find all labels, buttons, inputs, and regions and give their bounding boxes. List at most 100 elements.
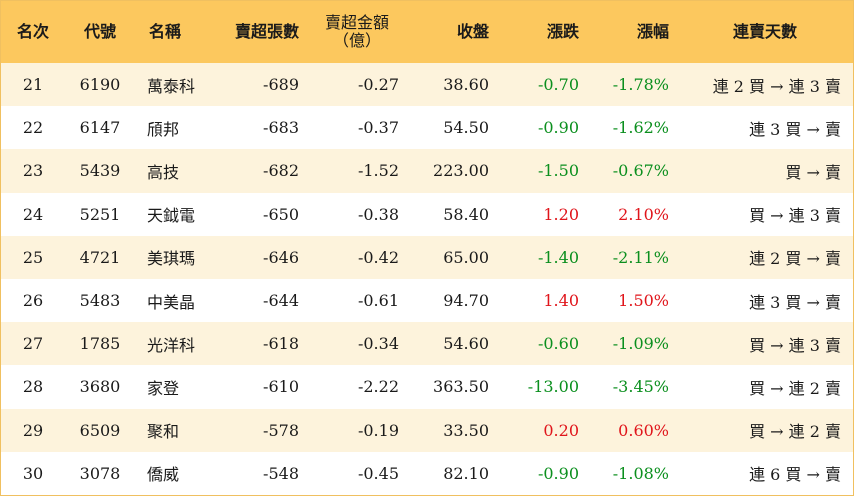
cell-close: 94.70 [443,291,489,311]
cell-streak: 連 3 買 → 賣 [749,119,841,139]
cell-sell-amount: -0.27 [357,75,399,95]
cell-streak: 買 → 連 3 賣 [749,206,841,226]
cell-sell-amount: -0.37 [357,118,399,138]
cell-code: 6147 [79,118,121,138]
cell-streak: 連 6 買 → 賣 [749,465,841,485]
cell-rank: 23 [22,161,44,181]
cell-sell-lots: -548 [263,463,299,483]
cell-sell-lots: -644 [263,291,299,311]
cell-change-pct: -1.62% [612,118,669,138]
cell-code: 5251 [79,204,121,224]
header-sell-lots: 賣超張數 [234,22,299,41]
cell-name: 美琪瑪 [147,249,196,269]
cell-close: 38.60 [443,75,489,95]
header-code: 代號 [83,22,116,41]
cell-code: 3680 [79,377,121,397]
table-row: 25 4721 美琪瑪 -646 -0.42 65.00 -1.40 -2.11… [1,235,853,279]
cell-sell-amount: -1.52 [357,161,399,181]
cell-sell-lots: -646 [263,247,299,267]
cell-code: 5483 [79,291,121,311]
cell-code: 6190 [79,75,121,95]
header-change-pct: 漲幅 [636,22,669,41]
cell-change: 1.40 [543,291,579,311]
cell-streak: 買 → 賣 [785,162,841,182]
header-streak: 連賣天數 [732,22,797,41]
cell-rank: 26 [22,291,44,311]
cell-sell-lots: -618 [263,334,299,354]
header-sell-amount-line1: 賣超金額 [324,13,389,32]
cell-change: -1.50 [537,161,579,181]
cell-rank: 25 [22,247,44,267]
table-row: 28 3680 家登 -610 -2.22 363.50 -13.00 -3.4… [1,365,853,409]
cell-sell-amount: -0.34 [357,334,399,354]
table-body: 21 6190 萬泰科 -689 -0.27 38.60 -0.70 -1.78… [1,63,853,495]
cell-close: 65.00 [443,247,489,267]
cell-close: 363.50 [433,377,489,397]
cell-sell-amount: -0.42 [357,247,399,267]
cell-change: -0.70 [537,75,579,95]
cell-change: -1.40 [537,247,579,267]
cell-code: 3078 [79,463,121,483]
cell-streak: 連 3 買 → 賣 [749,292,841,312]
cell-change-pct: -1.78% [612,75,669,95]
cell-streak: 買 → 連 3 賣 [749,335,841,355]
cell-sell-amount: -2.22 [357,377,399,397]
cell-name: 僑威 [147,465,180,485]
header-row: 名次 代號 名稱 賣超張數 賣超金額 （億） 收盤 漲跌 漲幅 連賣天數 [1,1,853,63]
cell-sell-amount: -0.38 [357,204,399,224]
cell-change-pct: 2.10% [618,204,669,224]
cell-change: 1.20 [543,204,579,224]
cell-rank: 30 [22,463,44,483]
cell-rank: 24 [22,204,44,224]
cell-rank: 29 [22,420,44,440]
cell-sell-lots: -610 [263,377,299,397]
cell-change-pct: -0.67% [612,161,669,181]
cell-streak: 連 2 買 → 賣 [749,249,841,269]
cell-sell-amount: -0.45 [357,463,399,483]
cell-change: 0.20 [543,420,579,440]
cell-sell-lots: -682 [263,161,299,181]
cell-streak: 買 → 連 2 賣 [749,378,841,398]
cell-name: 天鉞電 [147,206,196,226]
cell-code: 5439 [79,161,121,181]
table-row: 27 1785 光洋科 -618 -0.34 54.60 -0.60 -1.09… [1,322,853,366]
cell-name: 萬泰科 [147,76,196,96]
cell-sell-lots: -683 [263,118,299,138]
cell-code: 4721 [79,247,121,267]
cell-change-pct: 1.50% [618,291,669,311]
table-row: 21 6190 萬泰科 -689 -0.27 38.60 -0.70 -1.78… [1,63,853,107]
header-sell-amount-line2: （億） [332,31,381,50]
header-change: 漲跌 [546,22,579,41]
header-sell-amount: 賣超金額 （億） [307,1,407,63]
table-row: 26 5483 中美晶 -644 -0.61 94.70 1.40 1.50% … [1,278,853,323]
cell-sell-lots: -689 [263,75,299,95]
cell-name: 光洋科 [147,335,196,355]
cell-change: -0.90 [537,463,579,483]
cell-change-pct: -1.08% [612,463,669,483]
cell-close: 58.40 [443,204,489,224]
cell-streak: 買 → 連 2 賣 [749,422,841,442]
cell-name: 家登 [147,378,180,398]
cell-rank: 28 [22,377,44,397]
table-row: 24 5251 天鉞電 -650 -0.38 58.40 1.20 2.10% … [1,192,853,236]
cell-close: 54.60 [443,334,489,354]
cell-code: 6509 [79,420,121,440]
header-rank: 名次 [16,22,49,41]
cell-close: 54.50 [443,118,489,138]
cell-change-pct: -2.11% [612,247,669,267]
table-row: 30 3078 僑威 -548 -0.45 82.10 -0.90 -1.08%… [1,451,853,495]
cell-sell-lots: -650 [263,204,299,224]
cell-change-pct: -1.09% [612,334,669,354]
cell-sell-amount: -0.61 [357,291,399,311]
cell-sell-amount: -0.19 [357,420,399,440]
table-row: 29 6509 聚和 -578 -0.19 33.50 0.20 0.60% 買… [1,408,853,452]
cell-rank: 27 [22,334,44,354]
cell-name: 中美晶 [147,292,196,312]
header-close: 收盤 [456,22,489,41]
cell-rank: 21 [22,75,44,95]
cell-name: 高技 [147,162,180,182]
table-row: 23 5439 高技 -682 -1.52 223.00 -1.50 -0.67… [1,149,853,193]
header-name: 名稱 [149,22,182,41]
